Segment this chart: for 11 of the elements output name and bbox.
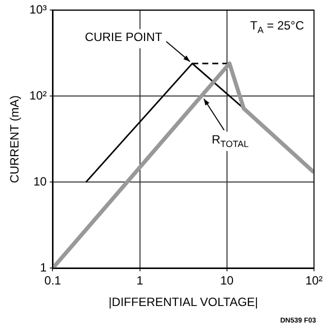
y-tick-label: 1: [40, 260, 48, 275]
x-tick-label: 10²: [305, 274, 323, 288]
x-tick-label: 10: [220, 274, 234, 288]
x-tick-label: 1: [136, 274, 144, 288]
y-tick-label: 10³: [29, 2, 47, 17]
y-tick-label: 10: [33, 174, 48, 189]
x-axis-title: |DIFFERENTIAL VOLTAGE|: [108, 295, 258, 310]
y-axis-title: CURRENT (mA): [8, 95, 22, 184]
y-tick-label: 10²: [29, 88, 47, 103]
annotation: CURIE POINT: [84, 30, 163, 44]
x-tick-label: 0.1: [44, 274, 62, 288]
